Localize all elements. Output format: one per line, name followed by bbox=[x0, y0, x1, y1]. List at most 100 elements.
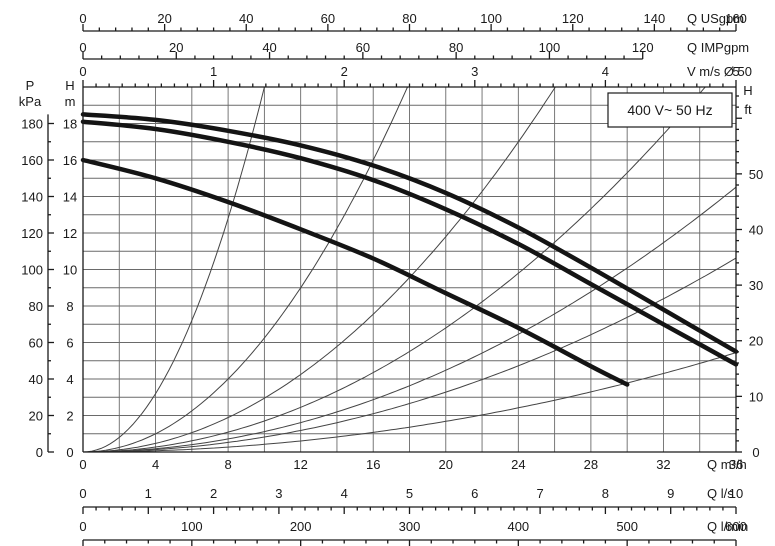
system-curve bbox=[83, 186, 737, 453]
y-tick-label-kpa: 0 bbox=[36, 445, 43, 460]
y-axis-title-m: H bbox=[65, 78, 74, 93]
y-tick-label-m: 2 bbox=[66, 409, 73, 424]
y-axis-unit-ft: ft bbox=[744, 102, 752, 117]
voltage-annotation-text: 400 V~ 50 Hz bbox=[627, 102, 712, 118]
x-tick-label-m3h: 36 bbox=[729, 457, 743, 472]
x-tick-label-m3h: 8 bbox=[224, 457, 231, 472]
x-tick-label-m3h: 32 bbox=[656, 457, 670, 472]
x-tick-label-ls: 0 bbox=[79, 486, 86, 501]
x-tick-label-lmin: 300 bbox=[399, 519, 421, 534]
x-tick-label-impgpm: 80 bbox=[449, 40, 463, 55]
system-curve bbox=[82, 86, 408, 453]
x-tick-label-usgpm: 40 bbox=[239, 11, 253, 26]
x-tick-label-lmin: 200 bbox=[290, 519, 312, 534]
y-tick-label-ft: 10 bbox=[749, 389, 763, 404]
x-tick-label-velocity: 0 bbox=[79, 64, 86, 79]
x-tick-label-lmin: 100 bbox=[181, 519, 203, 534]
x-axis-title-velocity: V m/s Ø 50 bbox=[687, 64, 752, 79]
x-tick-label-velocity: 2 bbox=[341, 64, 348, 79]
y-tick-label-kpa: 80 bbox=[29, 299, 43, 314]
pump-curve bbox=[80, 157, 630, 387]
y-tick-label-ft: 30 bbox=[749, 278, 763, 293]
system-curve bbox=[82, 86, 265, 453]
pump-curve bbox=[80, 112, 739, 354]
x-tick-label-impgpm: 20 bbox=[169, 40, 183, 55]
x-tick-label-ls: 4 bbox=[341, 486, 348, 501]
y-tick-label-kpa: 140 bbox=[21, 190, 43, 205]
y-tick-label-m: 16 bbox=[63, 153, 77, 168]
y-tick-label-kpa: 180 bbox=[21, 117, 43, 132]
x-tick-label-usgpm: 0 bbox=[79, 11, 86, 26]
x-tick-label-m3h: 0 bbox=[79, 457, 86, 472]
x-tick-label-lmin: 600 bbox=[725, 519, 747, 534]
y-tick-label-m: 6 bbox=[66, 336, 73, 351]
x-tick-label-velocity: 5 bbox=[732, 64, 739, 79]
y-tick-label-kpa: 160 bbox=[21, 153, 43, 168]
x-tick-label-usgpm: 140 bbox=[644, 11, 666, 26]
y-tick-label-ft: 50 bbox=[749, 167, 763, 182]
x-tick-label-ls: 7 bbox=[536, 486, 543, 501]
pump-curves bbox=[80, 112, 739, 387]
system-curve bbox=[83, 257, 737, 453]
x-tick-label-ls: 6 bbox=[471, 486, 478, 501]
x-tick-label-m3h: 4 bbox=[152, 457, 159, 472]
y-tick-label-ft: 20 bbox=[749, 334, 763, 349]
y-tick-label-m: 0 bbox=[66, 445, 73, 460]
x-tick-label-ls: 8 bbox=[602, 486, 609, 501]
x-tick-label-usgpm: 20 bbox=[157, 11, 171, 26]
y-axis-unit-kpa: kPa bbox=[19, 94, 42, 109]
y-axis-unit-m: m bbox=[65, 94, 76, 109]
x-tick-label-lmin: 500 bbox=[616, 519, 638, 534]
y-tick-label-kpa: 60 bbox=[29, 336, 43, 351]
y-tick-label-kpa: 100 bbox=[21, 263, 43, 278]
x-tick-label-ls: 2 bbox=[210, 486, 217, 501]
x-tick-label-impgpm: 0 bbox=[79, 40, 86, 55]
x-tick-label-impgpm: 100 bbox=[539, 40, 561, 55]
axes bbox=[47, 24, 742, 546]
x-tick-label-velocity: 4 bbox=[602, 64, 609, 79]
y-tick-label-m: 8 bbox=[66, 299, 73, 314]
pump-curve bbox=[80, 119, 739, 367]
x-tick-label-velocity: 1 bbox=[210, 64, 217, 79]
y-tick-label-m: 12 bbox=[63, 226, 77, 241]
x-tick-label-m3h: 16 bbox=[366, 457, 380, 472]
x-tick-label-lmin: 0 bbox=[79, 519, 86, 534]
y-tick-label-kpa: 20 bbox=[29, 409, 43, 424]
x-axis-title-impgpm: Q IMPgpm bbox=[687, 40, 749, 55]
x-tick-label-m3h: 12 bbox=[293, 457, 307, 472]
x-tick-label-m3h: 24 bbox=[511, 457, 525, 472]
y-axis-title-kpa: P bbox=[26, 78, 35, 93]
x-tick-label-usgpm: 100 bbox=[480, 11, 502, 26]
x-axis-title-lmin: Q l/min bbox=[707, 519, 748, 534]
x-tick-label-ls: 5 bbox=[406, 486, 413, 501]
x-axis-title-m3h: Q m³/h bbox=[707, 457, 747, 472]
y-tick-label-ft: 40 bbox=[749, 222, 763, 237]
x-tick-label-m3h: 20 bbox=[439, 457, 453, 472]
x-tick-label-impgpm: 40 bbox=[262, 40, 276, 55]
grid bbox=[82, 86, 737, 453]
x-tick-label-usgpm: 80 bbox=[402, 11, 416, 26]
x-tick-label-usgpm: 60 bbox=[321, 11, 335, 26]
x-tick-label-impgpm: 60 bbox=[356, 40, 370, 55]
x-tick-label-lmin: 400 bbox=[507, 519, 529, 534]
x-axis-title-ls: Q l/s bbox=[707, 486, 734, 501]
x-tick-label-impgpm: 120 bbox=[632, 40, 654, 55]
system-curve bbox=[83, 86, 706, 453]
y-tick-label-kpa: 120 bbox=[21, 226, 43, 241]
y-tick-label-ft: 0 bbox=[752, 445, 759, 460]
y-axis-title-ft: H bbox=[743, 83, 752, 98]
x-tick-label-velocity: 3 bbox=[471, 64, 478, 79]
x-tick-label-ls: 10 bbox=[729, 486, 743, 501]
x-tick-label-usgpm: 160 bbox=[725, 11, 747, 26]
y-tick-label-m: 14 bbox=[63, 190, 77, 205]
axis-labels: 0 4 8 12 16 20 24 28 32 36Q m³/h0 20 40 60 80 100 120 14… bbox=[19, 11, 763, 534]
x-axis-title-usgpm: Q USgpm bbox=[687, 11, 744, 26]
x-tick-label-m3h: 28 bbox=[584, 457, 598, 472]
voltage-annotation: 400 V~ 50 Hz bbox=[607, 92, 733, 128]
y-tick-label-m: 10 bbox=[63, 263, 77, 278]
x-tick-label-usgpm: 120 bbox=[562, 11, 584, 26]
y-tick-label-m: 18 bbox=[63, 117, 77, 132]
y-tick-label-m: 4 bbox=[66, 372, 73, 387]
x-tick-label-ls: 3 bbox=[275, 486, 282, 501]
voltage-annotation-box bbox=[607, 92, 733, 128]
